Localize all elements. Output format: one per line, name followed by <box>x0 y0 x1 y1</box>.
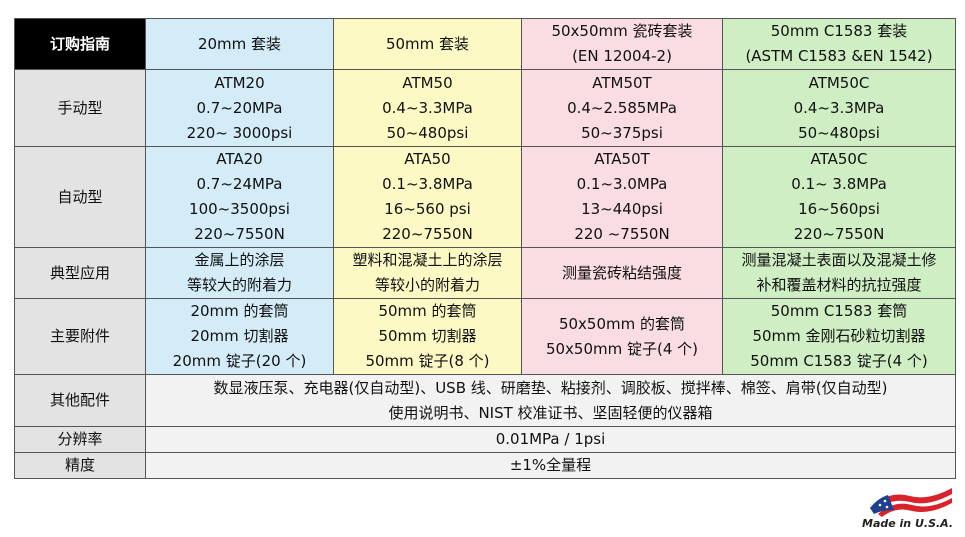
cell-line: ATM50T <box>592 73 652 92</box>
row-label-accessories: 主要附件 <box>14 298 146 375</box>
cell-line: 50x50mm 瓷砖套装 <box>551 22 693 40</box>
cell-line: 等较小的附着力 <box>374 276 480 294</box>
header-50x50mm-tile-kit: 50x50mm 瓷砖套装 (EN 12004-2) <box>521 18 723 70</box>
manual-20mm-cell: ATM20 0.7~20MPa 220~ 3000psi <box>145 69 334 147</box>
cell-line: 测量混凝土表面以及混凝土修 <box>741 251 937 269</box>
manual-row: 手动型 ATM20 0.7~20MPa 220~ 3000psi ATM50 0.4~… <box>14 69 956 147</box>
cell-line: 50mm 锭子(8 个) <box>365 352 490 370</box>
accessories-c1583-cell: 50mm C1583 套筒 50mm 金刚石砂粒切割器 50mm C1583 锭子(… <box>722 298 956 375</box>
cell-line: ATM50 <box>402 73 453 92</box>
cell-line: ±1%全量程 <box>509 456 592 474</box>
cell-line: 16~560 psi <box>384 200 471 218</box>
cell-line: 50~480psi <box>386 123 469 142</box>
row-label-accuracy: 精度 <box>14 452 146 479</box>
cell-line: 20mm 切割器 <box>190 327 289 345</box>
accuracy-row: 精度 ±1%全量程 <box>14 452 956 479</box>
corner-cell: 订购指南 <box>14 18 146 70</box>
cell-line: 0.01MPa / 1psi <box>495 430 606 448</box>
cell-line: 13~440psi <box>581 200 663 218</box>
cell-line: 0.7~20MPa <box>196 98 283 117</box>
cell-line: 补和覆盖材料的抗拉强度 <box>756 276 922 294</box>
cell-line: 0.1~3.0MPa <box>576 175 668 193</box>
application-20mm-cell: 金属上的涂层 等较大的附着力 <box>145 247 334 299</box>
cell-line: 塑料和混凝土上的涂层 <box>352 251 503 269</box>
cell-line: 50mm 的套筒 <box>378 302 477 320</box>
application-row: 典型应用 金属上的涂层 等较大的附着力 塑料和混凝土上的涂层 等较小的附着力 测量瓷… <box>14 247 956 299</box>
accessories-20mm-cell: 20mm 的套筒 20mm 切割器 20mm 锭子(20 个) <box>145 298 334 375</box>
cell-line: 50mm C1583 锭子(4 个) <box>750 352 928 370</box>
cell-line: ATA50T <box>594 150 650 168</box>
resolution-row: 分辨率 0.01MPa / 1psi <box>14 426 956 453</box>
other-accessories-cell: 数显液压泵、充电器(仅自动型)、USB 线、研磨垫、粘接剂、调胶板、搅拌棒、棉签… <box>145 374 956 427</box>
manual-c1583-cell: ATM50C 0.4~3.3MPa 50~480psi <box>722 69 956 147</box>
cell-line: 50mm 切割器 <box>378 327 477 345</box>
cell-line: 220 ~7550N <box>574 225 670 243</box>
row-label-auto: 自动型 <box>14 146 146 248</box>
cell-line: 50mm 金刚石砂粒切割器 <box>752 327 926 345</box>
accessories-50mm-cell: 50mm 的套筒 50mm 切割器 50mm 锭子(8 个) <box>333 298 522 375</box>
row-label-resolution: 分辨率 <box>14 426 146 453</box>
made-in-usa-logo: Made in U.S.A. <box>862 486 958 534</box>
auto-row: 自动型 ATA20 0.7~24MPa 100~3500psi 220~7550N A… <box>14 146 956 248</box>
accessories-row: 主要附件 20mm 的套筒 20mm 切割器 20mm 锭子(20 个) 50mm … <box>14 298 956 375</box>
cell-line: 50mm 套装 <box>385 34 470 53</box>
cell-line: 50x50mm 的套筒 <box>558 314 686 333</box>
cell-line: 50~375psi <box>581 123 663 142</box>
row-label-application: 典型应用 <box>14 247 146 299</box>
auto-tile-cell: ATA50T 0.1~3.0MPa 13~440psi 220 ~7550N <box>521 146 723 248</box>
header-row: 订购指南 20mm 套装 50mm 套装 50x50mm 瓷砖套装 (EN 120… <box>14 18 956 70</box>
cell-line: 220~ 3000psi <box>186 123 293 142</box>
application-c1583-cell: 测量混凝土表面以及混凝土修 补和覆盖材料的抗拉强度 <box>722 247 956 299</box>
manual-50mm-cell: ATM50 0.4~3.3MPa 50~480psi <box>333 69 522 147</box>
cell-line: ATM20 <box>214 73 265 92</box>
cell-line: 测量瓷砖粘结强度 <box>561 263 682 282</box>
cell-line: 0.4~3.3MPa <box>382 98 473 117</box>
cell-line: ATA20 <box>216 150 263 168</box>
cell-line: (ASTM C1583 &EN 1542) <box>745 47 933 65</box>
cell-line: 50mm C1583 套装 <box>770 22 908 40</box>
cell-line: 0.4~2.585MPa <box>567 98 677 117</box>
cell-line: 50~480psi <box>798 123 880 142</box>
cell-line: ATA50 <box>404 150 451 168</box>
cell-line: 220~7550N <box>382 225 473 243</box>
cell-line: 使用说明书、NIST 校准证书、坚固轻便的仪器箱 <box>388 403 713 422</box>
application-tile-cell: 测量瓷砖粘结强度 <box>521 247 723 299</box>
header-50mm-kit: 50mm 套装 <box>333 18 522 70</box>
auto-c1583-cell: ATA50C 0.1~ 3.8MPa 16~560psi 220~7550N <box>722 146 956 248</box>
accuracy-value-cell: ±1%全量程 <box>145 452 956 479</box>
resolution-value-cell: 0.01MPa / 1psi <box>145 426 956 453</box>
cell-line: ATM50C <box>808 73 870 92</box>
auto-20mm-cell: ATA20 0.7~24MPa 100~3500psi 220~7550N <box>145 146 334 248</box>
cell-line: 16~560psi <box>798 200 880 218</box>
cell-line: (EN 12004-2) <box>572 47 672 65</box>
manual-tile-cell: ATM50T 0.4~2.585MPa 50~375psi <box>521 69 723 147</box>
ordering-guide-table: 订购指南 20mm 套装 50mm 套装 50x50mm 瓷砖套装 (EN 120… <box>14 18 956 479</box>
cell-line: 0.7~24MPa <box>196 175 283 193</box>
cell-line: 220~7550N <box>194 225 285 243</box>
cell-line: 0.1~3.8MPa <box>382 175 473 193</box>
accessories-tile-cell: 50x50mm 的套筒 50x50mm 锭子(4 个) <box>521 298 723 375</box>
row-label-manual: 手动型 <box>14 69 146 147</box>
cell-line: 100~3500psi <box>189 200 290 218</box>
usa-flag-icon <box>870 488 952 517</box>
cell-line: 20mm 套装 <box>197 34 282 53</box>
row-label-other: 其他配件 <box>14 374 146 427</box>
cell-line: 20mm 锭子(20 个) <box>172 352 307 370</box>
other-row: 其他配件 数显液压泵、充电器(仅自动型)、USB 线、研磨垫、粘接剂、调胶板、搅… <box>14 374 956 427</box>
cell-line: 50mm C1583 套筒 <box>770 302 908 320</box>
cell-line: 0.4~3.3MPa <box>793 98 885 117</box>
cell-line: 220~7550N <box>793 225 885 243</box>
application-50mm-cell: 塑料和混凝土上的涂层 等较小的附着力 <box>333 247 522 299</box>
header-50mm-c1583-kit: 50mm C1583 套装 (ASTM C1583 &EN 1542) <box>722 18 956 70</box>
cell-line: 等较大的附着力 <box>186 276 292 294</box>
cell-line: ATA50C <box>810 150 868 168</box>
cell-line: 20mm 的套筒 <box>190 302 289 320</box>
header-20mm-kit: 20mm 套装 <box>145 18 334 70</box>
made-in-usa-text: Made in U.S.A. <box>862 517 954 530</box>
cell-line: 0.1~ 3.8MPa <box>791 175 887 193</box>
cell-line: 金属上的涂层 <box>194 251 285 269</box>
cell-line: 50x50mm 锭子(4 个) <box>545 339 699 358</box>
cell-line: 数显液压泵、充电器(仅自动型)、USB 线、研磨垫、粘接剂、调胶板、搅拌棒、棉签… <box>213 378 888 397</box>
auto-50mm-cell: ATA50 0.1~3.8MPa 16~560 psi 220~7550N <box>333 146 522 248</box>
